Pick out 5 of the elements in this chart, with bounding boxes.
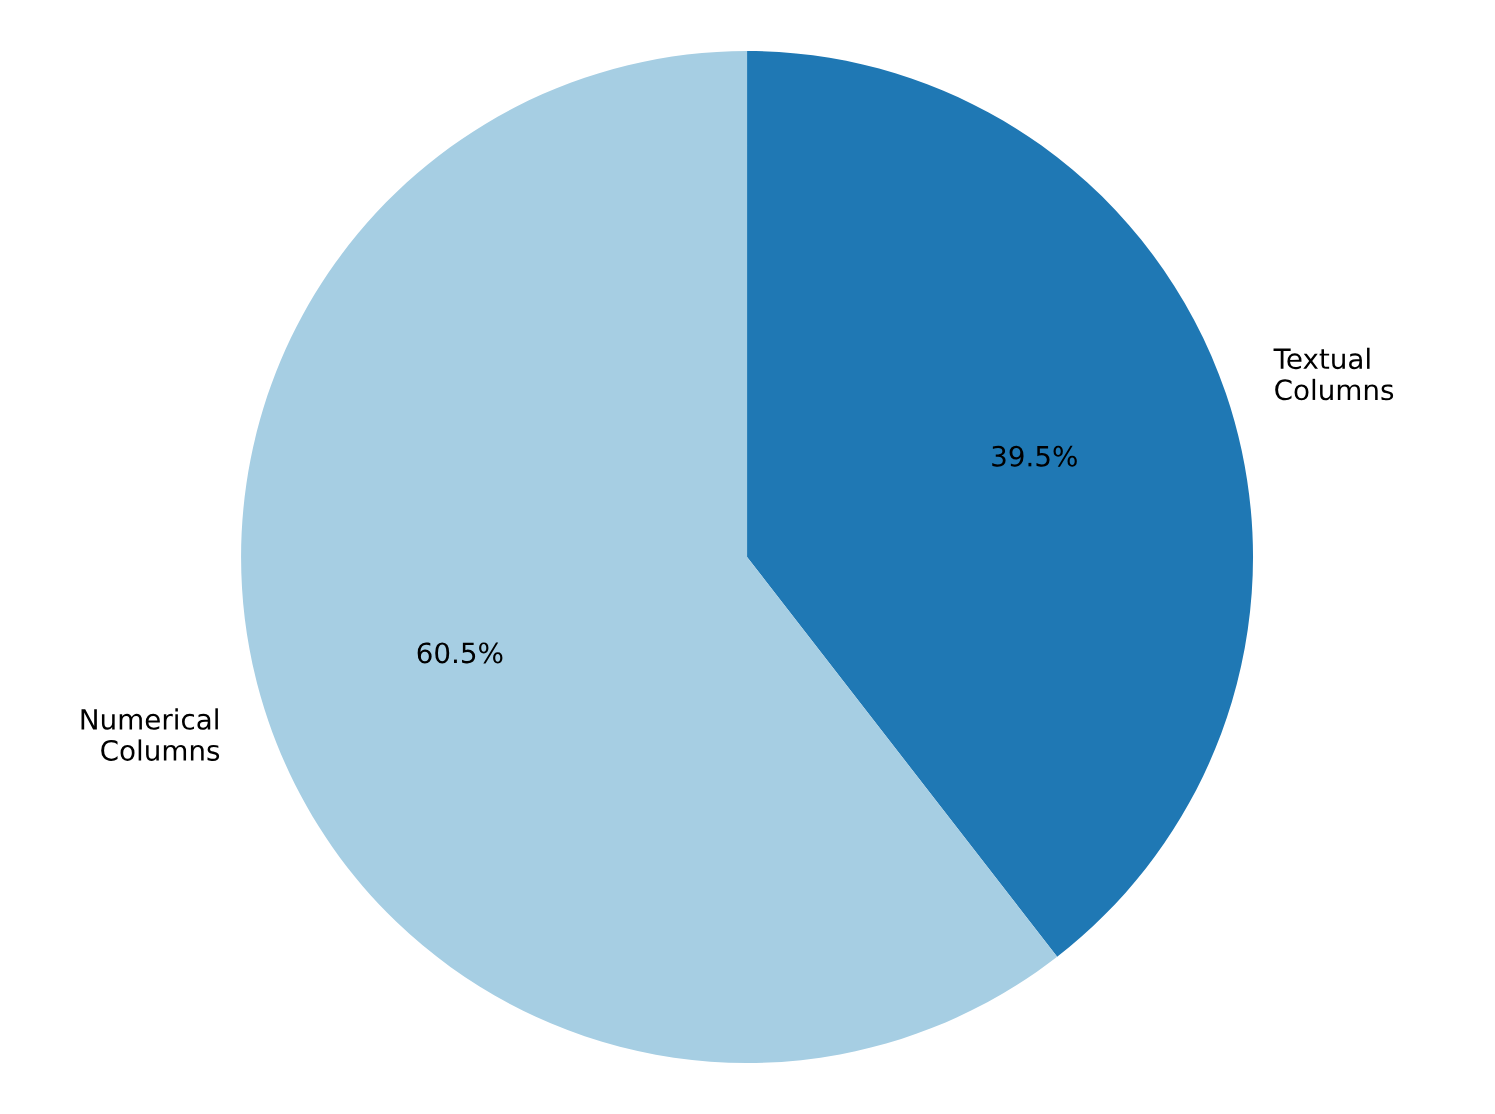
slice-label: Textual Columns <box>1273 347 1394 401</box>
data-label: 60.5% <box>417 642 503 664</box>
slice-label: Numerical Columns <box>81 708 220 761</box>
data-label: 39.5% <box>992 445 1077 467</box>
pie-slice <box>747 51 1253 957</box>
